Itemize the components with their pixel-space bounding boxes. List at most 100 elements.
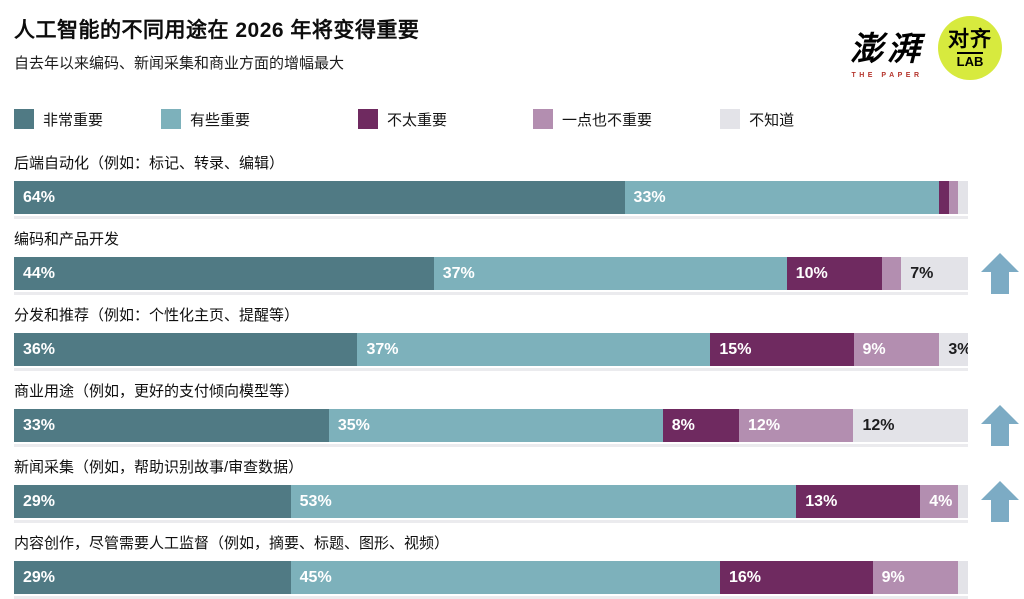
bar-segment: 16% [719,561,873,594]
category-label: 编码和产品开发 [14,231,120,248]
chart-row: 商业用途（例如，更好的支付倾向模型等） 33% 35% 8% 12% 12% [14,382,1019,447]
thepaper-logo-chinese: 澎湃 [850,29,924,68]
legend-label: 不知道 [749,111,795,129]
legend-item: 不太重要 [358,109,447,130]
segment-value-label: 8% [671,416,695,434]
legend-label: 非常重要 [43,111,104,129]
segment-value-label: 3% [948,340,968,358]
legend-swatch-icon [14,109,34,129]
legend-item: 有些重要 [161,109,250,130]
logos: 澎湃 THE PAPER 对齐 LAB [850,16,1002,80]
header: 人工智能的不同用途在 2026 年将变得重要 自去年以来编码、新闻采集和商业方面… [14,14,1024,80]
chart-row: 内容创作，尽管需要人工监督（例如，摘要、标题、图形、视频） 29% 45% 16% 9% [14,534,968,599]
bar-segment: 13% [796,485,921,518]
legend-item: 不知道 [720,109,794,130]
bar-segment: 29% [14,561,291,594]
stacked-bar-chart: 后端自动化（例如：标记、转录、编辑） 64% 33% 编码和产品开发 44% 37% 10%… [14,154,1019,599]
category-label: 后端自动化（例如：标记、转录、编辑） [14,155,285,172]
category-label: 分发和推荐（例如：个性化主页、提醒等） [14,307,300,324]
segment-value-label: 29% [23,492,56,510]
bar: 33% 35% 8% 12% 12% [14,405,1019,447]
bar-track-line [14,520,968,523]
bar-segment [958,561,968,594]
segment-value-label: 35% [337,416,370,434]
bar-segment: 15% [710,333,854,366]
segment-value-label: 10% [795,264,828,282]
legend-item: 一点也不重要 [533,109,652,130]
stacked-bar: 64% 33% [14,181,968,214]
bar-segment: 29% [14,485,291,518]
bar-segment: 3% [939,333,968,366]
bar-segment: 4% [920,485,959,518]
segment-value-label: 7% [910,264,934,282]
segment-value-label: 64% [23,188,56,206]
legend-label: 一点也不重要 [562,111,653,129]
bar-segment: 35% [328,409,663,442]
segment-value-label: 36% [23,340,56,358]
bar-track-line [14,292,968,295]
legend-swatch-icon [533,109,554,129]
chart-row: 编码和产品开发 44% 37% 10% 7% [14,230,1019,295]
segment-value-label: 15% [719,340,752,358]
legend-swatch-icon [720,109,741,129]
segment-value-label: 29% [23,568,56,586]
segment-value-label: 45% [299,568,332,586]
page-title: 人工智能的不同用途在 2026 年将变得重要 [14,19,420,42]
segment-value-label: 9% [862,340,886,358]
duiqi-lab-logo: 对齐 LAB [938,16,1002,80]
duiqi-lab-logo-english: LAB [956,51,984,69]
header-titles: 人工智能的不同用途在 2026 年将变得重要 自去年以来编码、新闻采集和商业方面… [14,14,419,73]
segment-value-label: 33% [23,416,56,434]
up-arrow-icon [981,481,1019,522]
segment-value-label: 16% [728,568,761,586]
up-arrow-icon [981,253,1019,294]
stacked-bar: 33% 35% 8% 12% 12% [14,409,968,442]
thepaper-logo-english: THE PAPER [851,72,923,79]
bar-segment: 53% [290,485,797,518]
bar: 29% 53% 13% 4% [14,481,1019,523]
stacked-bar: 44% 37% 10% 7% [14,257,968,290]
up-arrow-icon [981,405,1019,446]
bar-segment: 7% [901,257,968,290]
segment-value-label: 33% [633,188,666,206]
bar-segment [958,181,968,214]
chart-row: 分发和推荐（例如：个性化主页、提醒等） 36% 37% 15% 9% 3% [14,306,968,371]
segment-value-label: 44% [23,264,56,282]
bar: 36% 37% 15% 9% 3% [14,333,968,371]
stacked-bar: 36% 37% 15% 9% 3% [14,333,968,366]
bar-segment: 12% [853,409,968,442]
category-label: 商业用途（例如，更好的支付倾向模型等） [14,383,300,400]
bar-segment [948,181,959,214]
bar-segment: 8% [662,409,740,442]
duiqi-lab-logo-chinese: 对齐 [948,27,992,51]
bar-segment: 36% [14,333,358,366]
legend-label: 不太重要 [387,111,448,129]
segment-value-label: 13% [805,492,838,510]
page-subtitle: 自去年以来编码、新闻采集和商业方面的增幅最大 [14,55,345,72]
bar-segment: 9% [853,333,940,366]
bar: 29% 45% 16% 9% [14,561,968,599]
stacked-bar: 29% 45% 16% 9% [14,561,968,594]
bar-segment: 64% [14,181,625,214]
bar-track-line [14,444,968,447]
bar-segment: 44% [14,257,434,290]
thepaper-logo: 澎湃 THE PAPER [850,16,924,79]
legend-label: 有些重要 [190,111,251,129]
bar-track-line [14,216,968,219]
stacked-bar: 29% 53% 13% 4% [14,485,968,518]
legend: 非常重要 有些重要 不太重要 一点也不重要 不知道 [14,108,1024,130]
bar-segment: 33% [14,409,329,442]
chart-row: 新闻采集（例如，帮助识别故事/审查数据） 29% 53% 13% 4% [14,458,1019,523]
segment-value-label: 9% [881,568,905,586]
bar-segment: 10% [786,257,883,290]
segment-value-label: 12% [862,416,895,434]
segment-value-label: 53% [299,492,332,510]
bar-segment: 37% [357,333,711,366]
legend-swatch-icon [161,109,182,129]
bar-segment: 9% [872,561,959,594]
legend-item: 非常重要 [14,109,103,130]
bar-segment: 12% [739,409,854,442]
category-label: 内容创作，尽管需要人工监督（例如，摘要、标题、图形、视频） [14,535,450,552]
bar-track-line [14,368,968,371]
